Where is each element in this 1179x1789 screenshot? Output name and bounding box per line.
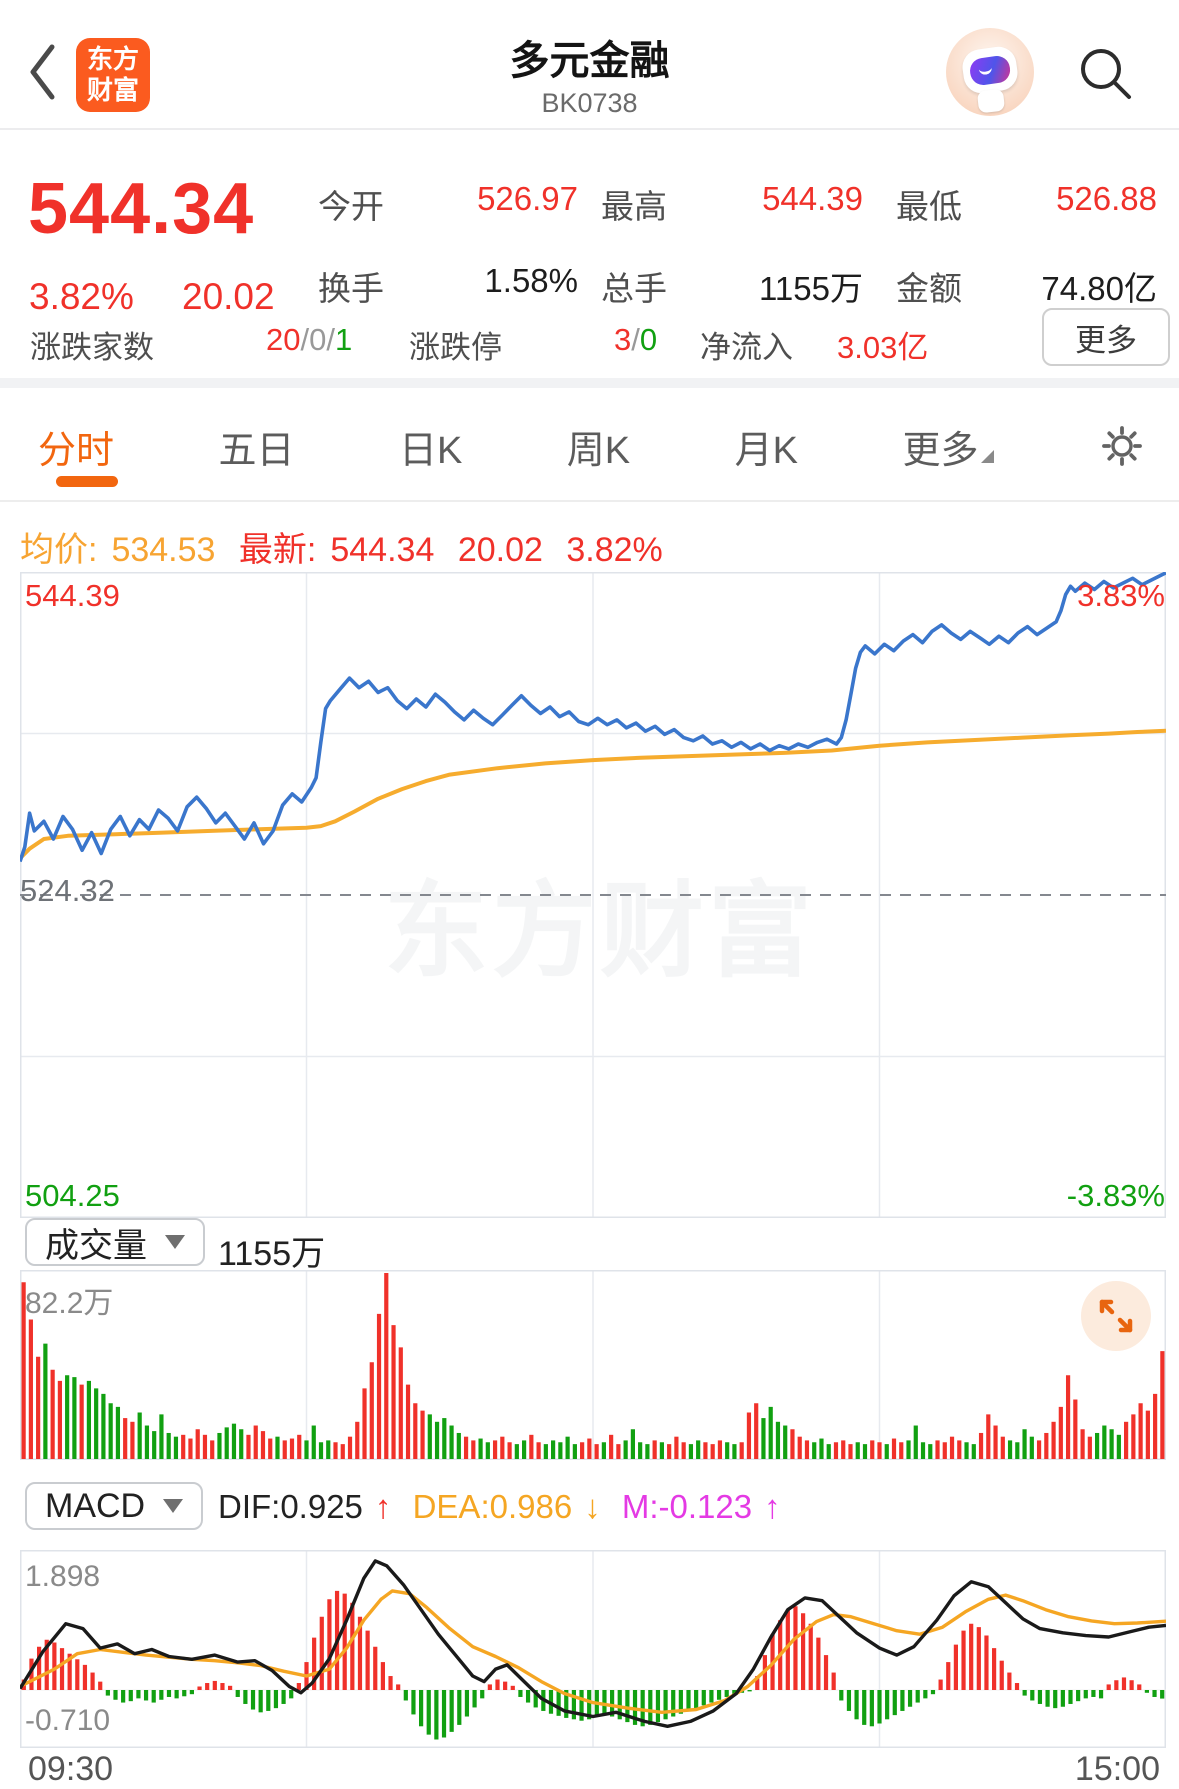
- families-up: 20: [266, 322, 301, 357]
- watermark: 东方财富: [383, 874, 816, 990]
- limits-sep: /: [631, 322, 640, 357]
- current-price: 544.34: [28, 169, 255, 249]
- stat-value-low: 526.88: [1056, 180, 1157, 217]
- tab-weekly-k[interactable]: 周K: [566, 429, 631, 472]
- macd-max-label: 1.898: [25, 1560, 101, 1593]
- stat-value-turnover: 1.58%: [484, 262, 578, 299]
- change-value: 20.02: [182, 276, 275, 317]
- more-button[interactable]: 更多: [1042, 308, 1170, 366]
- stat-label-amount: 金额: [896, 270, 962, 307]
- families-flat: 0: [309, 322, 327, 357]
- time-end: 15:00: [1074, 1750, 1160, 1788]
- tabbar-divider: [0, 500, 1179, 502]
- stat-value-amount: 74.80亿: [1041, 270, 1157, 307]
- stat-label-volume: 总手: [601, 270, 667, 307]
- tab-monthly-k[interactable]: 月K: [734, 429, 798, 472]
- m-direction-arrow: ↑: [764, 1488, 781, 1525]
- chart-legend-row: 均价: 534.53 最新: 544.34 20.02 3.82%: [20, 522, 677, 571]
- volume-dropdown-label: 成交量: [45, 1226, 147, 1265]
- stat-label-low: 最低: [896, 188, 962, 225]
- macd-values-row: DIF:0.925 ↑ DEA:0.986 ↓ M:-0.123 ↑: [218, 1488, 793, 1526]
- change-percent: 3.82%: [29, 276, 134, 317]
- chart-settings-button[interactable]: [1099, 423, 1145, 469]
- dea-direction-arrow: ↓: [584, 1488, 601, 1525]
- axis-pct-max: 3.83%: [1077, 578, 1165, 613]
- logo-text-line1: 东方: [86, 44, 139, 74]
- dea-value: DEA:0.986: [412, 1488, 573, 1525]
- volume-total: 1155万: [218, 1235, 326, 1273]
- robot-body: [976, 88, 1006, 114]
- limits-value: 3/0: [614, 322, 657, 358]
- latest-value: 544.34: [330, 531, 435, 569]
- volume-max-label: 82.2万: [25, 1287, 114, 1320]
- stat-value-high: 544.39: [762, 180, 863, 217]
- inflow-value: 3.03亿: [837, 330, 929, 365]
- stat-value-open: 526.97: [477, 180, 578, 217]
- logo-text-line2: 财富: [86, 75, 139, 105]
- search-icon: [1081, 49, 1131, 99]
- tab-more[interactable]: 更多: [902, 419, 995, 474]
- m-value: M:-0.123: [621, 1488, 753, 1525]
- axis-price-min: 504.25: [25, 1178, 120, 1213]
- stat-label-turnover: 换手: [318, 270, 384, 307]
- tab-minute[interactable]: 分时: [38, 429, 115, 472]
- latest-change: 20.02: [457, 531, 543, 569]
- assistant-robot-avatar[interactable]: [946, 28, 1034, 116]
- axis-price-max: 544.39: [25, 578, 120, 613]
- inflow-label: 净流入: [700, 330, 793, 365]
- volume-chart-canvas[interactable]: [20, 1270, 1166, 1460]
- families-label: 涨跌家数: [30, 330, 154, 365]
- macd-dropdown-label: MACD: [45, 1486, 146, 1525]
- stock-code: BK0738: [541, 88, 638, 118]
- dropdown-arrow-icon: [163, 1499, 184, 1513]
- stat-label-high: 最高: [601, 188, 667, 225]
- families-sep2: /: [326, 322, 335, 357]
- price-chart-canvas[interactable]: [20, 572, 1166, 1218]
- macd-min-label: -0.710: [25, 1704, 111, 1737]
- header-divider: [0, 128, 1179, 130]
- limit-up-count: 3: [614, 322, 632, 357]
- families-value: 20/0/1: [266, 322, 352, 358]
- latest-change-pct: 3.82%: [566, 531, 663, 569]
- dif-direction-arrow: ↑: [374, 1488, 392, 1525]
- time-start: 09:30: [28, 1750, 114, 1788]
- dif-value: DIF:0.925: [218, 1488, 363, 1525]
- eastmoney-logo[interactable]: 东方 财富: [76, 38, 150, 112]
- axis-prev-close: 524.32: [20, 873, 115, 908]
- search-button[interactable]: [1074, 42, 1138, 106]
- limit-down-count: 0: [639, 322, 658, 357]
- chart-tab-bar: 分时 五日 日K 周K 月K 更多: [38, 420, 1145, 472]
- page-title: 多元金融: [509, 39, 670, 83]
- expand-chart-button[interactable]: [1081, 1281, 1151, 1351]
- tab-daily-k[interactable]: 日K: [398, 429, 463, 472]
- latest-label: 最新:: [238, 531, 317, 569]
- robot-head: [960, 44, 1020, 96]
- families-down: 1: [334, 322, 353, 357]
- stat-value-volume: 1155万: [759, 270, 863, 307]
- families-sep1: /: [300, 322, 310, 357]
- active-tab-indicator: [56, 476, 118, 487]
- back-button[interactable]: [26, 42, 66, 102]
- limits-label: 涨跌停: [409, 330, 502, 365]
- expand-arrows-icon: [1099, 1299, 1133, 1333]
- tab-more-label: 更多: [902, 429, 979, 472]
- volume-indicator-dropdown[interactable]: 成交量: [25, 1218, 205, 1266]
- stat-label-open: 今开: [318, 188, 384, 225]
- avg-price-label: 均价:: [20, 531, 98, 569]
- avg-price-value: 534.53: [111, 531, 216, 569]
- axis-pct-min: -3.83%: [1066, 1178, 1165, 1213]
- section-separator: [0, 378, 1179, 388]
- dropdown-arrow-icon: [165, 1235, 185, 1249]
- dropdown-corner-icon: [981, 449, 995, 463]
- macd-indicator-dropdown[interactable]: MACD: [25, 1482, 204, 1530]
- robot-smile: [978, 65, 993, 76]
- tab-5day[interactable]: 五日: [218, 429, 295, 472]
- settings-gear-icon: [1102, 426, 1142, 466]
- robot-visor: [968, 54, 1012, 87]
- macd-chart-canvas[interactable]: [20, 1550, 1166, 1748]
- back-chevron-icon: [30, 44, 55, 100]
